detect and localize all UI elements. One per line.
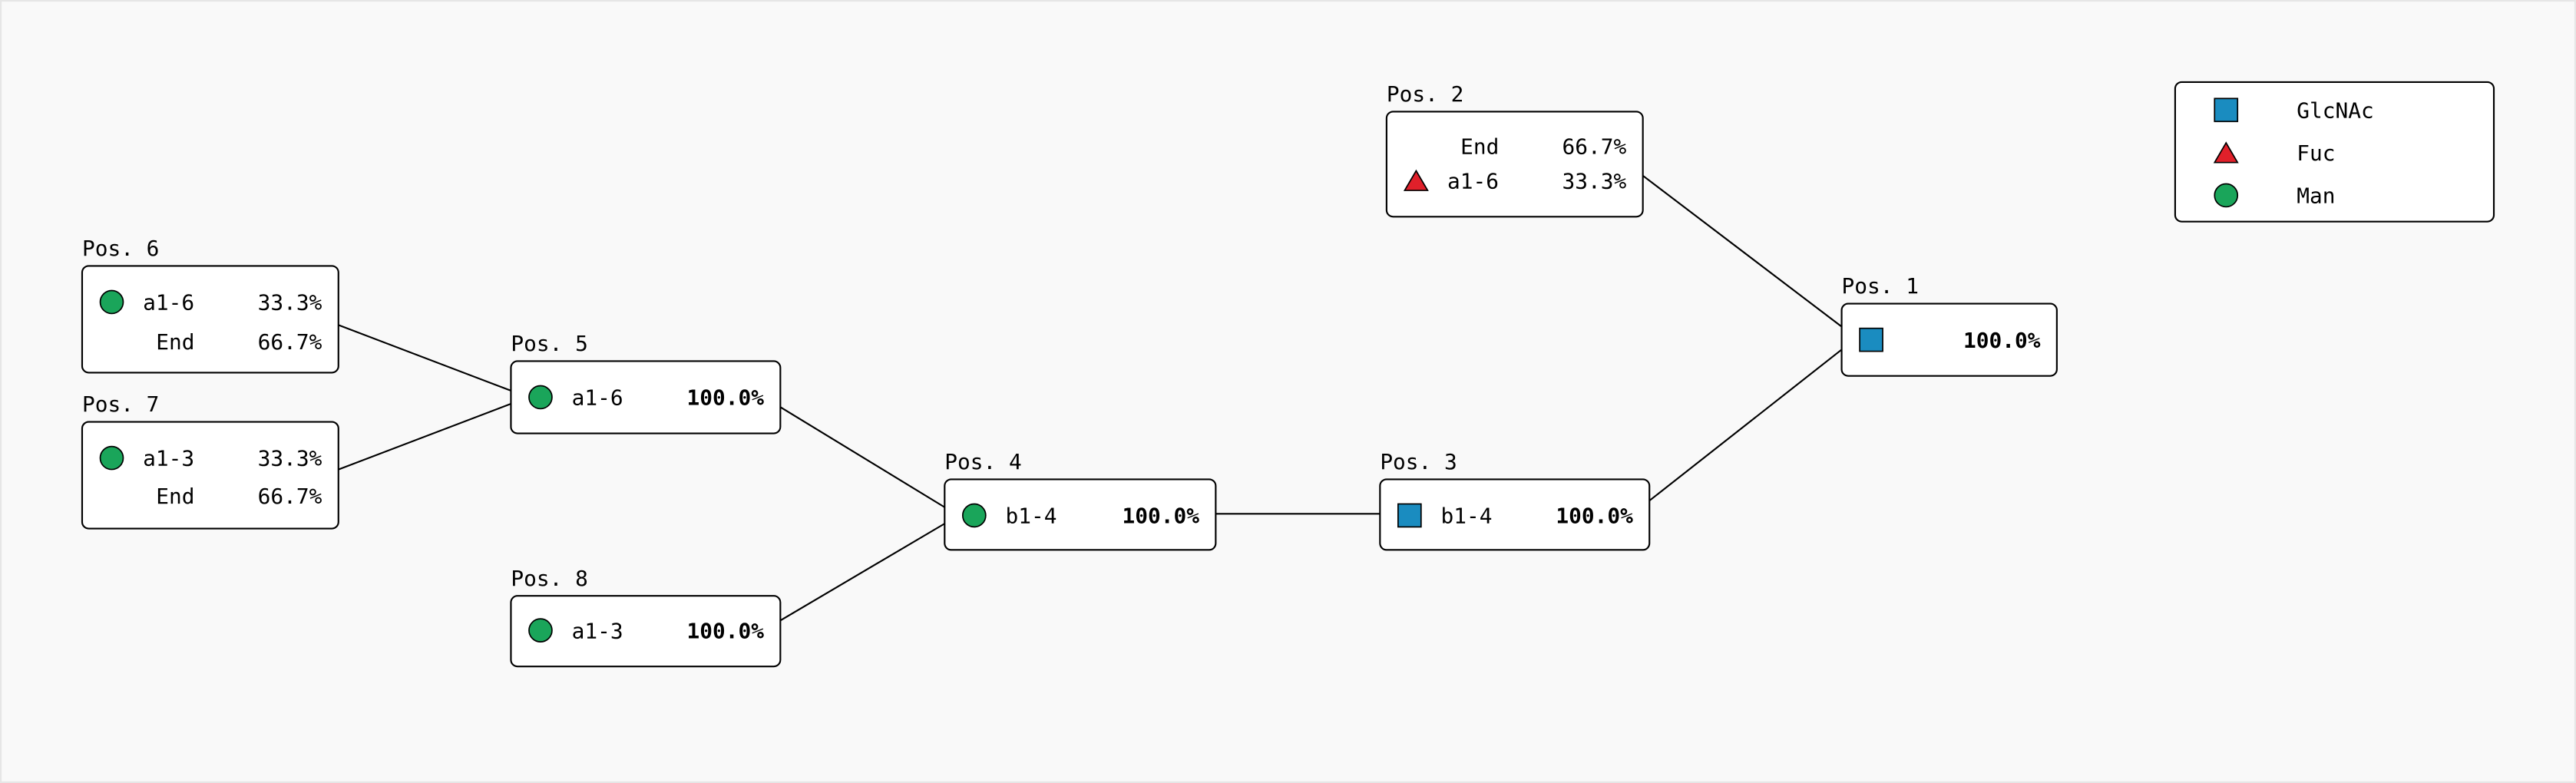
percentage: 100.0%	[686, 385, 764, 411]
percentage: 66.7%	[258, 329, 322, 355]
man-symbol	[2214, 183, 2239, 208]
man-symbol	[99, 445, 124, 471]
position-box	[1840, 302, 2058, 377]
man-symbol	[99, 289, 124, 315]
edge	[338, 324, 511, 392]
percentage: 100.0%	[1963, 328, 2041, 353]
man-symbol	[961, 503, 987, 528]
glcnac-symbol	[2214, 97, 2239, 123]
legend-label: Fuc	[2297, 140, 2335, 166]
percentage: 66.7%	[1562, 134, 1627, 159]
man-symbol	[528, 385, 553, 410]
linkage: a1-6	[143, 290, 194, 316]
percentage: 66.7%	[258, 484, 322, 509]
legend: GlcNAc Fuc Man	[2174, 81, 2495, 223]
position-node: Pos. 3 b1-4 100.0%	[1379, 449, 1651, 551]
linkage: a1-3	[143, 446, 194, 471]
glcnac-symbol	[1859, 327, 1883, 352]
linkage: End	[156, 484, 194, 509]
edge	[1648, 349, 1843, 502]
position-node: Pos. 5 a1-6 100.0%	[510, 331, 782, 434]
position-box	[81, 421, 339, 530]
position-box	[81, 265, 339, 374]
position-node: Pos. 1 100.0%	[1840, 273, 2058, 377]
linkage: a1-6	[1447, 168, 1499, 193]
percentage: 33.3%	[1562, 168, 1627, 193]
position-box	[1379, 478, 1651, 551]
position-label: Pos. 1	[1842, 273, 1919, 299]
position-box	[1385, 111, 1644, 218]
linkage: b1-4	[1440, 504, 1492, 529]
position-label: Pos. 5	[511, 331, 587, 356]
linkage: End	[1460, 134, 1499, 159]
position-box	[510, 360, 782, 434]
position-label: Pos. 3	[1380, 449, 1457, 474]
edge	[338, 403, 511, 471]
position-label: Pos. 8	[511, 566, 587, 591]
percentage: 100.0%	[1123, 504, 1200, 529]
edge	[1642, 174, 1843, 328]
fuc-symbol	[1403, 169, 1429, 191]
percentage: 100.0%	[1556, 504, 1633, 529]
edges	[338, 174, 1843, 622]
legend-box	[2174, 81, 2495, 223]
glcnac-symbol	[1397, 503, 1422, 528]
percentage: 33.3%	[258, 446, 322, 471]
percentage: 100.0%	[686, 618, 764, 643]
position-node: Pos. 4 b1-4 100.0%	[944, 449, 1217, 551]
edge	[779, 406, 945, 508]
position-node: Pos. 2 End 66.7% a1-6 33.3%	[1385, 81, 1644, 218]
position-label: Pos. 6	[82, 236, 159, 261]
position-label: Pos. 2	[1387, 81, 1463, 107]
linkage: End	[156, 329, 194, 355]
percentage: 33.3%	[258, 290, 322, 316]
fuc-symbol	[2213, 141, 2239, 164]
linkage: a1-6	[572, 385, 623, 411]
position-box	[510, 595, 782, 668]
position-label: Pos. 4	[944, 449, 1021, 474]
position-label: Pos. 7	[82, 392, 159, 417]
position-node: Pos. 6 a1-6 33.3% End 66.7%	[81, 236, 339, 374]
position-node: Pos. 7 a1-3 33.3% End 66.7%	[81, 392, 339, 530]
position-node: Pos. 8 a1-3 100.0%	[510, 566, 782, 668]
legend-label: GlcNAc	[2297, 97, 2373, 123]
edge	[779, 523, 945, 622]
linkage: a1-3	[572, 618, 623, 643]
man-symbol	[528, 618, 553, 643]
position-box	[944, 478, 1217, 551]
linkage: b1-4	[1005, 504, 1057, 529]
legend-label: Man	[2297, 183, 2335, 209]
